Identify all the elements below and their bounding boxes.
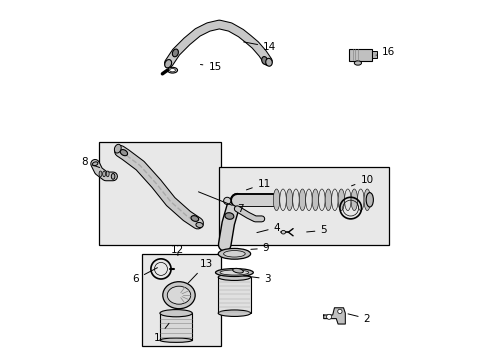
Ellipse shape [337, 189, 344, 211]
Ellipse shape [299, 189, 305, 211]
Ellipse shape [305, 189, 311, 211]
Ellipse shape [164, 59, 171, 68]
Ellipse shape [218, 310, 250, 316]
Text: 7: 7 [198, 192, 244, 214]
Text: 15: 15 [200, 62, 221, 72]
Text: 12: 12 [171, 245, 184, 256]
Ellipse shape [167, 286, 190, 304]
Ellipse shape [220, 270, 248, 275]
Ellipse shape [265, 58, 272, 66]
Ellipse shape [261, 57, 267, 64]
Text: 9: 9 [250, 243, 269, 253]
Ellipse shape [285, 189, 292, 211]
Circle shape [223, 197, 230, 204]
Ellipse shape [223, 251, 244, 257]
Text: 1: 1 [154, 323, 169, 343]
Text: 13: 13 [188, 258, 213, 283]
Ellipse shape [357, 189, 363, 211]
Ellipse shape [218, 248, 250, 259]
Ellipse shape [167, 67, 177, 73]
Ellipse shape [318, 189, 325, 211]
Bar [371, 51, 376, 58]
Ellipse shape [114, 144, 121, 153]
Ellipse shape [350, 189, 357, 211]
Ellipse shape [191, 216, 198, 221]
Bar [99, 142, 221, 245]
Text: 8: 8 [81, 157, 100, 167]
Ellipse shape [218, 274, 250, 280]
Text: 2: 2 [347, 314, 369, 324]
Ellipse shape [111, 174, 115, 179]
Text: 6: 6 [132, 268, 157, 284]
Ellipse shape [196, 222, 203, 228]
Ellipse shape [325, 189, 331, 211]
Bar [218, 277, 250, 313]
Ellipse shape [273, 189, 279, 211]
Text: 5: 5 [306, 225, 326, 235]
Ellipse shape [311, 189, 318, 211]
Text: 3: 3 [243, 274, 271, 284]
Ellipse shape [331, 189, 337, 211]
Polygon shape [323, 308, 345, 324]
Ellipse shape [281, 230, 285, 234]
Text: 11: 11 [246, 179, 270, 190]
Ellipse shape [120, 149, 127, 156]
Ellipse shape [354, 61, 361, 65]
Ellipse shape [215, 269, 253, 276]
Text: 16: 16 [375, 47, 394, 57]
Ellipse shape [279, 189, 285, 211]
Ellipse shape [363, 189, 370, 211]
Text: 10: 10 [351, 175, 373, 186]
Ellipse shape [163, 282, 195, 309]
Ellipse shape [160, 310, 192, 317]
Ellipse shape [106, 171, 109, 177]
Ellipse shape [292, 189, 299, 211]
Ellipse shape [99, 171, 102, 177]
Ellipse shape [172, 49, 178, 57]
Ellipse shape [169, 68, 175, 72]
Ellipse shape [224, 213, 233, 219]
Ellipse shape [160, 338, 192, 342]
Bar [219, 167, 387, 245]
Bar [348, 49, 371, 61]
Circle shape [326, 314, 331, 319]
Text: 14: 14 [243, 42, 276, 52]
Ellipse shape [92, 162, 98, 166]
Ellipse shape [102, 171, 105, 177]
Ellipse shape [232, 269, 243, 273]
Text: 4: 4 [256, 222, 280, 233]
Bar [142, 254, 221, 346]
Bar [160, 313, 192, 340]
Circle shape [337, 309, 342, 314]
Ellipse shape [344, 189, 350, 211]
Ellipse shape [366, 193, 373, 207]
